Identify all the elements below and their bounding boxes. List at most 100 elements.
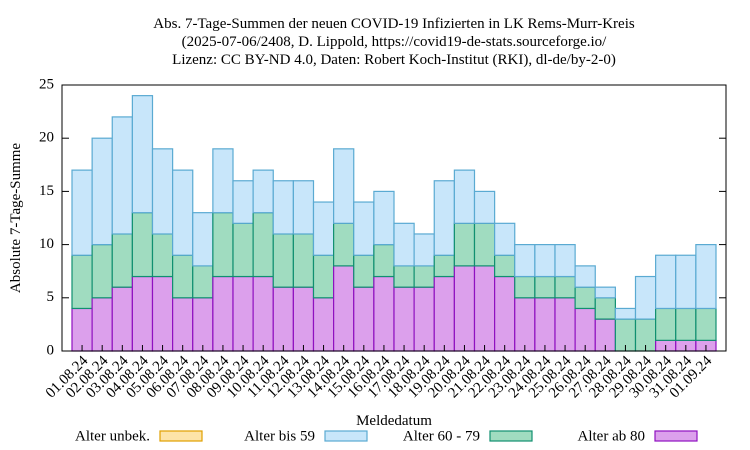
bar-segment <box>373 244 395 278</box>
bar-segment <box>252 275 274 352</box>
bar-segment <box>111 286 133 352</box>
bar-segment <box>675 254 697 310</box>
y-tick-label: 0 <box>47 342 55 358</box>
bar-segment <box>111 116 133 235</box>
legend-label: Alter ab 80 <box>578 428 645 444</box>
bar-segment <box>393 265 415 288</box>
bar-segment <box>514 275 536 299</box>
y-tick-label: 15 <box>39 183 54 199</box>
bar-segment <box>494 275 516 352</box>
bar-segment <box>71 254 93 310</box>
bar-segment <box>634 275 657 320</box>
bar-segment <box>494 222 516 256</box>
bar-segment <box>534 275 556 299</box>
bar-segment <box>91 244 113 299</box>
bar-segment <box>655 254 677 310</box>
bar-segment <box>192 265 214 299</box>
legend-swatch <box>489 430 533 442</box>
bar-segment <box>212 212 234 278</box>
bar-segment <box>71 169 93 256</box>
bar-segment <box>172 254 194 299</box>
chart-title: (2025-07-06/2408, D. Lippold, https://co… <box>182 34 607 50</box>
y-tick-label: 5 <box>47 289 55 305</box>
bar-segment <box>252 212 274 278</box>
bar-segment <box>91 137 113 246</box>
bar-segment <box>172 169 194 256</box>
legend-label: Alter bis 59 <box>244 428 315 444</box>
bar-segment <box>655 307 677 341</box>
bar-segment <box>413 286 435 352</box>
bar-segment <box>413 233 435 267</box>
bar-segment <box>695 244 717 310</box>
bar-segment <box>232 222 254 278</box>
bar-segment <box>71 307 93 352</box>
bar-segment <box>333 265 355 352</box>
y-tick-label: 25 <box>39 76 54 92</box>
bar-segment <box>373 275 395 352</box>
bar-segment <box>272 233 294 288</box>
y-tick-label: 10 <box>39 236 54 252</box>
legend-swatch <box>159 430 203 442</box>
bar-segment <box>151 233 174 278</box>
bar-segment <box>172 297 194 352</box>
bar-segment <box>433 275 455 352</box>
bar-segment <box>333 148 355 224</box>
legend-swatch <box>654 430 698 442</box>
plot-frame <box>61 84 727 352</box>
bar-segment <box>131 95 154 214</box>
bar-segment <box>695 307 717 341</box>
bar-segment <box>614 307 637 320</box>
bar-segment <box>232 275 254 352</box>
bar-segment <box>91 297 113 352</box>
bar-segment <box>192 297 214 352</box>
bar-segment <box>292 233 315 288</box>
y-axis-label: Absolute 7-Tage-Summe <box>8 143 24 294</box>
bar-segment <box>554 275 576 299</box>
bar-segment <box>151 148 174 235</box>
bar-segment <box>292 286 315 352</box>
bar-segment <box>393 222 415 267</box>
bar-segment <box>272 286 294 352</box>
bar-segment <box>212 148 234 214</box>
bar-segment <box>353 254 375 288</box>
bar-segment <box>534 244 556 278</box>
chart-title: Abs. 7-Tage-Summen der neuen COVID-19 In… <box>153 16 635 32</box>
chart-title: Lizenz: CC BY-ND 4.0, Daten: Robert Koch… <box>172 52 616 68</box>
bar-segment <box>473 265 496 352</box>
bar-segment <box>353 286 375 352</box>
bar-segment <box>312 297 335 352</box>
bar-segment <box>131 275 154 352</box>
bar-segment <box>373 190 395 246</box>
bar-segment <box>473 222 496 267</box>
bar-segment <box>151 275 174 352</box>
bar-segment <box>574 286 596 310</box>
x-axis-label: Meldedatum <box>356 413 432 429</box>
bar-segment <box>574 307 596 352</box>
bar-segment <box>413 265 435 288</box>
bar-segment <box>272 180 294 235</box>
bar-segment <box>594 297 616 320</box>
bar-segment <box>453 169 476 224</box>
bar-segment <box>453 222 476 267</box>
bar-segment <box>554 244 576 278</box>
bar-segment <box>534 297 556 352</box>
bar-segment <box>433 180 455 256</box>
bar-segment <box>574 265 596 288</box>
bar-segment <box>554 297 576 352</box>
bar-segment <box>514 244 536 278</box>
bar-segment <box>353 201 375 256</box>
bar-segment <box>312 201 335 256</box>
bar-segment <box>232 180 254 224</box>
bar-segment <box>252 169 274 214</box>
bar-segment <box>393 286 415 352</box>
bar-segment <box>312 254 335 299</box>
bar-segment <box>473 190 496 224</box>
bar-segment <box>594 286 616 299</box>
legend-label: Alter unbek. <box>75 428 150 444</box>
bar-segment <box>212 275 234 352</box>
legend-swatch <box>324 430 368 442</box>
y-tick-label: 20 <box>39 130 54 146</box>
bar-segment <box>131 212 154 278</box>
bar-segment <box>111 233 133 288</box>
